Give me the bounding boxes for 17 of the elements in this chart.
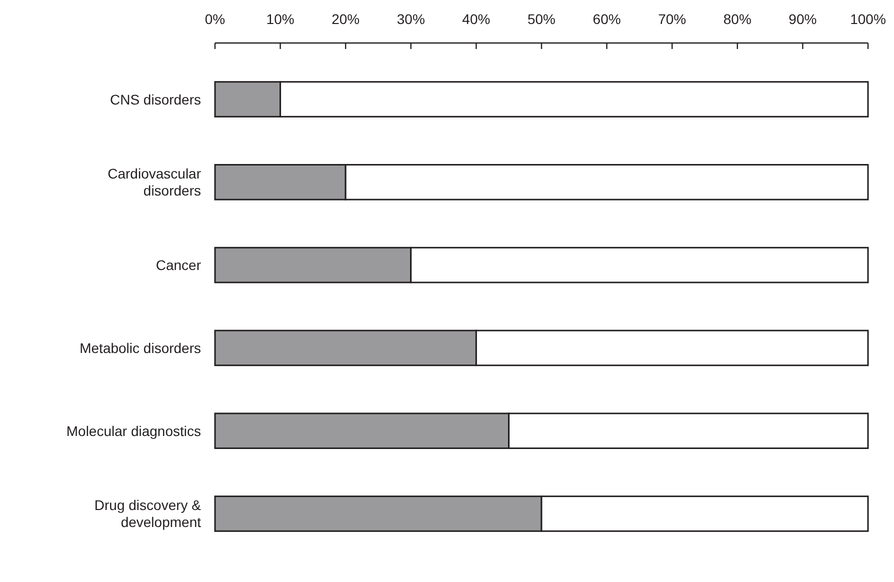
y-tick-label: Drug discovery & development [94, 497, 202, 530]
x-tick-label: 10% [266, 11, 294, 27]
x-tick-label: 100% [850, 11, 886, 27]
x-tick-label: 30% [396, 11, 425, 27]
x-tick-label: 50% [527, 11, 556, 27]
x-tick-label: 90% [788, 11, 817, 27]
x-tick-label: 60% [592, 11, 621, 27]
y-tick-label: Metabolic disorders [80, 340, 201, 356]
x-tick-label: 80% [723, 11, 752, 27]
y-tick-label: Molecular diagnostics [66, 422, 201, 439]
x-tick-label: 20% [332, 11, 360, 27]
x-tick-label: 70% [658, 11, 686, 27]
x-tick-label: 0% [204, 11, 226, 27]
x-tick-label: 40% [462, 11, 490, 27]
y-tick-label: Cardiovascular disorders [108, 166, 202, 199]
y-tick-label: Cancer [156, 257, 202, 274]
y-tick-label: CNS disorders [110, 91, 201, 108]
